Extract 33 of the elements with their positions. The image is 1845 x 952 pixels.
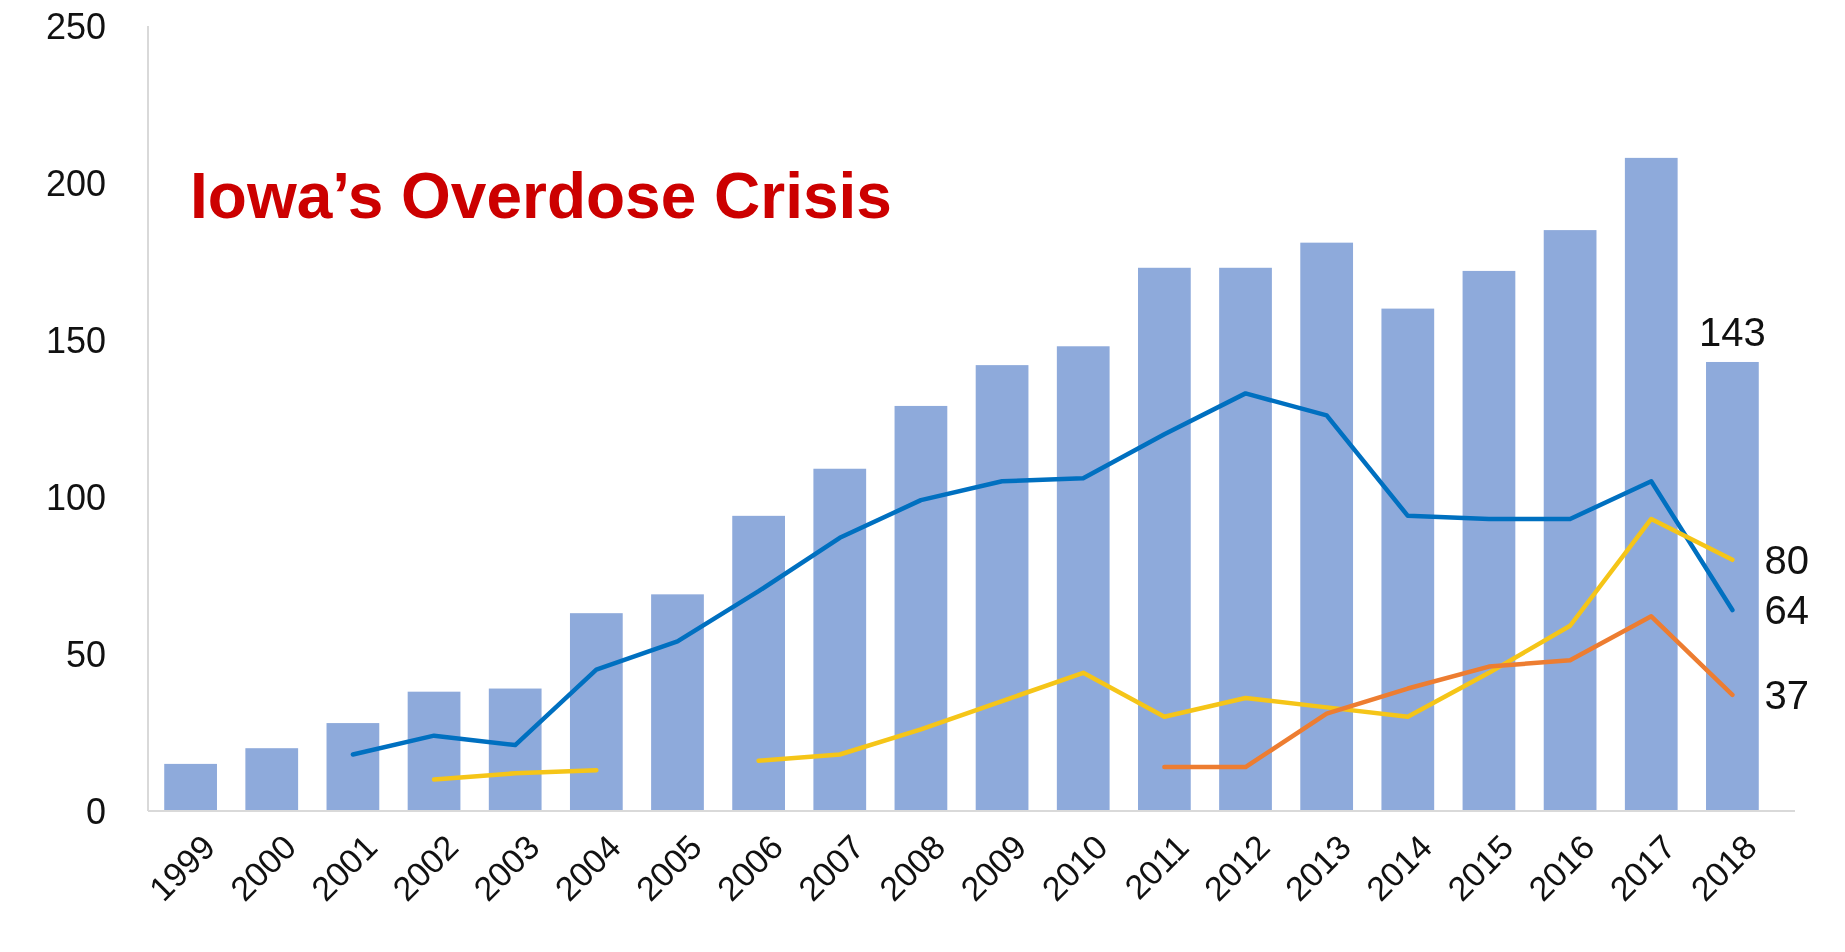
y-tick-label: 150	[45, 319, 106, 361]
bar	[245, 748, 299, 811]
bar	[1219, 267, 1272, 811]
bar	[1300, 242, 1354, 811]
line-series	[1162, 614, 1735, 770]
y-tick-label: 50	[65, 633, 106, 675]
bar	[1706, 361, 1759, 811]
bar	[975, 365, 1029, 811]
bar	[894, 405, 948, 811]
y-tick-label: 0	[85, 790, 106, 832]
bar	[326, 723, 380, 811]
bar	[651, 594, 704, 811]
bar	[1381, 308, 1435, 811]
data-label: 80	[1764, 537, 1809, 582]
text: Iowa’s Overdose Crisis	[190, 160, 892, 232]
bar	[569, 613, 623, 811]
bar	[1137, 267, 1191, 811]
y-tick-label: 200	[45, 162, 106, 204]
bar	[164, 763, 217, 811]
data-label: 37	[1764, 672, 1809, 717]
bar	[1462, 270, 1516, 811]
bar	[732, 515, 785, 811]
bar	[1624, 157, 1678, 811]
bar	[407, 691, 461, 811]
bar	[1056, 346, 1110, 811]
data-label: 64	[1764, 588, 1809, 633]
y-tick-label: 100	[45, 476, 106, 518]
bar	[1543, 230, 1597, 811]
y-tick-label: 250	[45, 5, 106, 47]
bar	[813, 468, 867, 811]
bar	[488, 688, 542, 811]
data-label: 143	[1699, 309, 1766, 354]
line-series	[350, 391, 1735, 757]
